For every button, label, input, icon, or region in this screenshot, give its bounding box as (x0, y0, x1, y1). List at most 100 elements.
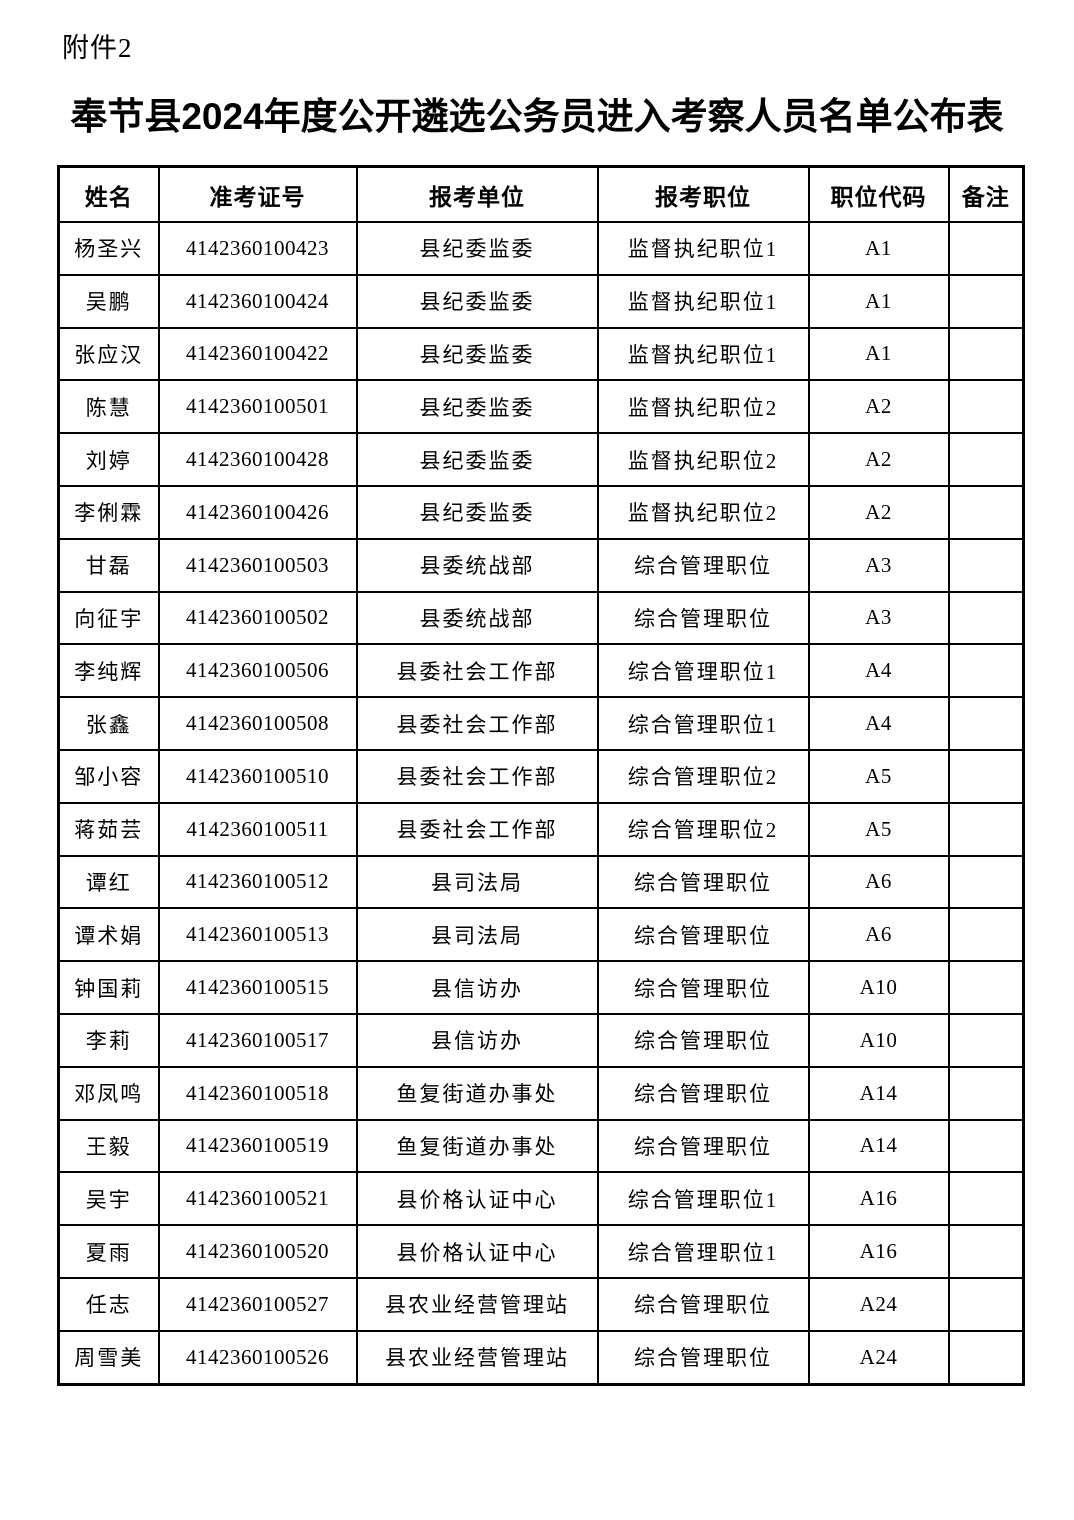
cell-name: 张鑫 (57, 696, 160, 751)
cell-code: A4 (807, 696, 950, 751)
cell-code: A2 (807, 432, 950, 487)
cell-code: A6 (807, 854, 950, 910)
cell-ticket: 4142360100512 (157, 854, 358, 910)
cell-ticket: 4142360100423 (157, 221, 358, 276)
table-row: 向征宇 4142360100502 县委统战部 综合管理职位 A3 (57, 590, 1025, 646)
cell-position: 监督执纪职位1 (596, 221, 810, 276)
table-row: 陈慧 4142360100501 县纪委监委 监督执纪职位2 A2 (57, 379, 1025, 435)
table-row: 王毅 4142360100519 鱼复街道办事处 综合管理职位 A14 (57, 1118, 1025, 1174)
table-row: 蒋茹芸 4142360100511 县委社会工作部 综合管理职位2 A5 (57, 801, 1025, 857)
cell-remark (947, 1065, 1025, 1121)
cell-remark (947, 1012, 1025, 1068)
cell-remark (947, 643, 1025, 699)
cell-name: 甘磊 (57, 537, 160, 593)
cell-remark (947, 696, 1025, 751)
cell-position: 监督执纪职位2 (596, 432, 810, 487)
table-row: 任志 4142360100527 县农业经营管理站 综合管理职位 A24 (57, 1276, 1025, 1332)
table-row: 谭术娟 4142360100513 县司法局 综合管理职位 A6 (57, 907, 1025, 963)
cell-position: 综合管理职位 (596, 854, 810, 910)
table-row: 张应汉 4142360100422 县纪委监委 监督执纪职位1 A1 (57, 326, 1025, 382)
cell-remark (947, 273, 1025, 329)
cell-position: 监督执纪职位1 (596, 273, 810, 329)
cell-position: 综合管理职位 (596, 907, 810, 963)
cell-ticket: 4142360100426 (157, 484, 358, 540)
cell-remark (947, 907, 1025, 963)
cell-unit: 县信访办 (355, 960, 599, 1015)
cell-position: 综合管理职位 (596, 960, 810, 1015)
cell-name: 杨圣兴 (57, 221, 160, 276)
cell-code: A16 (807, 1224, 950, 1279)
cell-code: A14 (807, 1118, 950, 1174)
cell-unit: 县纪委监委 (355, 432, 599, 487)
cell-ticket: 4142360100515 (157, 960, 358, 1015)
cell-code: A24 (807, 1329, 950, 1386)
cell-ticket: 4142360100520 (157, 1224, 358, 1279)
cell-unit: 县农业经营管理站 (355, 1276, 599, 1332)
cell-remark (947, 484, 1025, 540)
cell-position: 综合管理职位 (596, 537, 810, 593)
cell-unit: 县价格认证中心 (355, 1224, 599, 1279)
table-row: 夏雨 4142360100520 县价格认证中心 综合管理职位1 A16 (57, 1224, 1025, 1279)
cell-ticket: 4142360100510 (157, 748, 358, 804)
cell-ticket: 4142360100526 (157, 1329, 358, 1386)
cell-unit: 县价格认证中心 (355, 1171, 599, 1227)
column-header-remark: 备注 (947, 165, 1025, 223)
table-row: 李莉 4142360100517 县信访办 综合管理职位 A10 (57, 1012, 1025, 1068)
cell-ticket: 4142360100428 (157, 432, 358, 487)
table-row: 刘婷 4142360100428 县纪委监委 监督执纪职位2 A2 (57, 432, 1025, 487)
page-title: 奉节县2024年度公开遴选公务员进入考察人员名单公布表 (70, 96, 1004, 137)
cell-name: 任志 (57, 1276, 160, 1332)
cell-remark (947, 1329, 1025, 1386)
cell-remark (947, 801, 1025, 857)
table-row: 张鑫 4142360100508 县委社会工作部 综合管理职位1 A4 (57, 696, 1025, 751)
cell-code: A14 (807, 1065, 950, 1121)
cell-code: A24 (807, 1276, 950, 1332)
cell-code: A16 (807, 1171, 950, 1227)
cell-ticket: 4142360100506 (157, 643, 358, 699)
cell-ticket: 4142360100527 (157, 1276, 358, 1332)
cell-code: A2 (807, 484, 950, 540)
cell-remark (947, 748, 1025, 804)
cell-unit: 县司法局 (355, 854, 599, 910)
cell-ticket: 4142360100511 (157, 801, 358, 857)
cell-remark (947, 960, 1025, 1015)
cell-code: A2 (807, 379, 950, 435)
column-header-position: 报考职位 (596, 165, 810, 223)
cell-position: 综合管理职位 (596, 1276, 810, 1332)
cell-name: 邹小容 (57, 748, 160, 804)
cell-unit: 县纪委监委 (355, 484, 599, 540)
cell-code: A3 (807, 537, 950, 593)
column-header-ticket: 准考证号 (157, 165, 358, 223)
cell-name: 陈慧 (57, 379, 160, 435)
cell-name: 刘婷 (57, 432, 160, 487)
cell-unit: 县纪委监委 (355, 379, 599, 435)
table-row: 谭红 4142360100512 县司法局 综合管理职位 A6 (57, 854, 1025, 910)
cell-ticket: 4142360100422 (157, 326, 358, 382)
cell-remark (947, 537, 1025, 593)
cell-unit: 鱼复街道办事处 (355, 1065, 599, 1121)
column-header-name: 姓名 (57, 165, 160, 223)
table-row: 吴宇 4142360100521 县价格认证中心 综合管理职位1 A16 (57, 1171, 1025, 1227)
cell-position: 综合管理职位2 (596, 801, 810, 857)
cell-position: 综合管理职位 (596, 1118, 810, 1174)
cell-remark (947, 590, 1025, 646)
cell-ticket: 4142360100513 (157, 907, 358, 963)
cell-unit: 县委统战部 (355, 537, 599, 593)
cell-code: A1 (807, 326, 950, 382)
cell-position: 综合管理职位 (596, 1065, 810, 1121)
cell-unit: 县委社会工作部 (355, 801, 599, 857)
cell-name: 周雪美 (57, 1329, 160, 1386)
cell-remark (947, 1171, 1025, 1227)
cell-name: 谭术娟 (57, 907, 160, 963)
cell-code: A10 (807, 1012, 950, 1068)
cell-unit: 县司法局 (355, 907, 599, 963)
cell-ticket: 4142360100517 (157, 1012, 358, 1068)
column-header-unit: 报考单位 (355, 165, 599, 223)
cell-name: 李莉 (57, 1012, 160, 1068)
table-header-row: 姓名 准考证号 报考单位 报考职位 职位代码 备注 (57, 165, 1025, 223)
cell-code: A5 (807, 801, 950, 857)
cell-position: 综合管理职位 (596, 590, 810, 646)
cell-unit: 县委统战部 (355, 590, 599, 646)
cell-position: 监督执纪职位1 (596, 326, 810, 382)
cell-position: 监督执纪职位2 (596, 484, 810, 540)
